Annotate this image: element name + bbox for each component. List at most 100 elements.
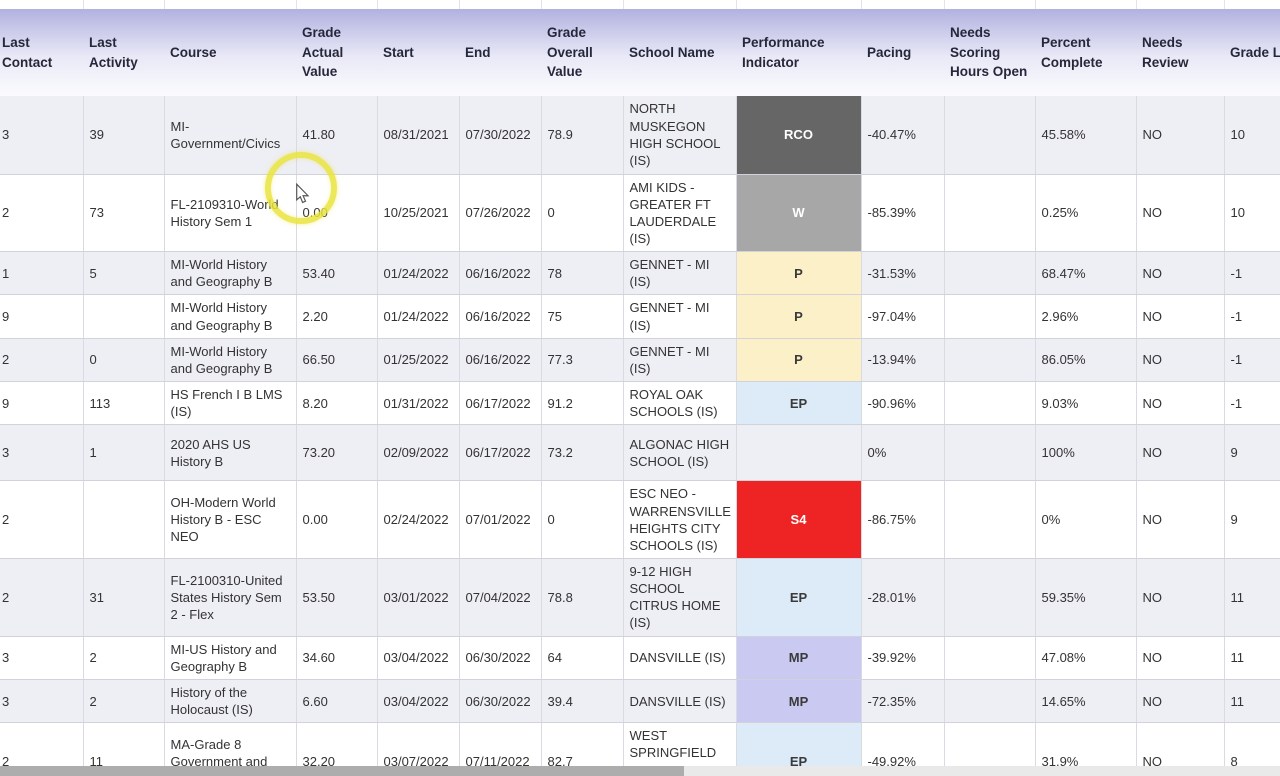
table-row[interactable]: 3 39 MI-Government/Civics 41.80 08/31/2021 07… xyxy=(0,96,1280,175)
cell-grade_overall_value[interactable]: 75 xyxy=(541,294,624,339)
column-header-grade_level[interactable]: Grade Level xyxy=(1224,9,1280,96)
cell-needs_review[interactable]: NO xyxy=(1136,558,1225,637)
cell-school_name[interactable]: ROYAL OAK SCHOOLS (IS) xyxy=(623,381,737,426)
cell-end[interactable]: 06/16/2022 xyxy=(459,338,542,383)
cell-school_name[interactable]: GENNET - MI (IS) xyxy=(623,338,737,383)
cell-percent_complete[interactable]: 100% xyxy=(1035,424,1137,482)
cell-grade_level[interactable]: 11 xyxy=(1224,558,1280,637)
cell-course[interactable]: 2020 AHS US History B xyxy=(164,424,297,482)
cell-pacing[interactable]: -39.92% xyxy=(861,636,945,680)
cell-needs_review[interactable]: NO xyxy=(1136,480,1225,559)
cell-last_contact[interactable]: 1 xyxy=(0,251,84,296)
cell-end[interactable]: 06/30/2022 xyxy=(459,679,542,724)
cell-pacing[interactable]: -28.01% xyxy=(861,558,945,637)
column-header-last_contact[interactable]: Last Contact xyxy=(0,9,83,96)
cell-start[interactable]: 01/25/2022 xyxy=(377,338,460,383)
table-row[interactable]: 3 2 History of the Holocaust (IS) 6.60 03/04… xyxy=(0,679,1280,724)
cell-pacing[interactable]: 0% xyxy=(861,424,945,482)
cell-grade_overall_value[interactable]: 77.3 xyxy=(541,338,624,383)
cell-grade_actual_value[interactable]: 0.00 xyxy=(296,174,378,253)
horizontal-scrollbar-thumb[interactable] xyxy=(0,766,684,776)
table-row[interactable]: 3 2 MI-US History and Geography B 34.60 03/0… xyxy=(0,636,1280,680)
cell-last_activity[interactable]: 73 xyxy=(83,174,165,253)
cell-course[interactable]: FL-2100310-United States History Sem 2 -… xyxy=(164,558,297,637)
cell-percent_complete[interactable]: 0.25% xyxy=(1035,174,1137,253)
cell-percent_complete[interactable]: 47.08% xyxy=(1035,636,1137,680)
cell-pacing[interactable]: -97.04% xyxy=(861,294,945,339)
cell-start[interactable]: 01/24/2022 xyxy=(377,294,460,339)
cell-school_name[interactable]: AMI KIDS - GREATER FT LAUDERDALE (IS) xyxy=(623,174,737,253)
cell-performance_indicator[interactable]: P xyxy=(736,294,862,339)
column-header-needs_scoring_hours_open[interactable]: Needs Scoring Hours Open xyxy=(944,9,1035,96)
cell-grade_actual_value[interactable]: 41.80 xyxy=(296,96,378,175)
cell-performance_indicator[interactable]: EP xyxy=(736,381,862,426)
cell-last_contact[interactable]: 2 xyxy=(0,558,84,637)
cell-performance_indicator[interactable]: MP xyxy=(736,636,862,680)
cell-needs_scoring_hours_open[interactable] xyxy=(944,294,1036,339)
cell-percent_complete[interactable]: 0% xyxy=(1035,480,1137,559)
cell-grade_actual_value[interactable]: 6.60 xyxy=(296,679,378,724)
table-row[interactable]: 2 73 FL-2109310-World History Sem 1 0.00 10/… xyxy=(0,174,1280,253)
cell-needs_review[interactable]: NO xyxy=(1136,381,1225,426)
cell-grade_level[interactable]: -1 xyxy=(1224,381,1280,426)
cell-start[interactable]: 02/09/2022 xyxy=(377,424,460,482)
cell-grade_level[interactable]: 11 xyxy=(1224,636,1280,680)
horizontal-scrollbar[interactable] xyxy=(0,766,1280,776)
cell-pacing[interactable]: -90.96% xyxy=(861,381,945,426)
cell-needs_scoring_hours_open[interactable] xyxy=(944,424,1036,482)
cell-grade_actual_value[interactable]: 66.50 xyxy=(296,338,378,383)
cell-performance_indicator[interactable]: MP xyxy=(736,679,862,724)
cell-grade_overall_value[interactable]: 78.8 xyxy=(541,558,624,637)
cell-course[interactable]: MI-World History and Geography B xyxy=(164,338,297,383)
cell-grade_overall_value[interactable]: 39.4 xyxy=(541,679,624,724)
column-header-pacing[interactable]: Pacing xyxy=(861,9,944,96)
cell-end[interactable]: 06/30/2022 xyxy=(459,636,542,680)
cell-percent_complete[interactable]: 86.05% xyxy=(1035,338,1137,383)
cell-performance_indicator[interactable]: P xyxy=(736,338,862,383)
cell-last_contact[interactable]: 2 xyxy=(0,174,84,253)
cell-last_activity[interactable]: 2 xyxy=(83,679,165,724)
cell-grade_actual_value[interactable]: 53.40 xyxy=(296,251,378,296)
cell-school_name[interactable]: DANSVILLE (IS) xyxy=(623,636,737,680)
cell-end[interactable]: 06/17/2022 xyxy=(459,381,542,426)
table-row[interactable]: 9 113 HS French I B LMS (IS) 8.20 01/31/2022… xyxy=(0,381,1280,426)
cell-last_contact[interactable]: 3 xyxy=(0,96,84,175)
cell-pacing[interactable]: -85.39% xyxy=(861,174,945,253)
cell-last_activity[interactable]: 1 xyxy=(83,424,165,482)
cell-course[interactable]: MI-US History and Geography B xyxy=(164,636,297,680)
cell-grade_overall_value[interactable]: 0 xyxy=(541,480,624,559)
cell-last_activity[interactable]: 39 xyxy=(83,96,165,175)
cell-start[interactable]: 01/31/2022 xyxy=(377,381,460,426)
cell-needs_scoring_hours_open[interactable] xyxy=(944,174,1036,253)
cell-performance_indicator[interactable]: S4 xyxy=(736,480,862,559)
cell-pacing[interactable]: -13.94% xyxy=(861,338,945,383)
cell-last_contact[interactable]: 2 xyxy=(0,338,84,383)
cell-school_name[interactable]: NORTH MUSKEGON HIGH SCHOOL (IS) xyxy=(623,96,737,175)
cell-grade_overall_value[interactable]: 0 xyxy=(541,174,624,253)
column-header-school_name[interactable]: School Name xyxy=(623,9,736,96)
cell-course[interactable]: History of the Holocaust (IS) xyxy=(164,679,297,724)
cell-performance_indicator[interactable]: EP xyxy=(736,558,862,637)
cell-needs_review[interactable]: NO xyxy=(1136,636,1225,680)
cell-grade_level[interactable]: 10 xyxy=(1224,96,1280,175)
cell-needs_review[interactable]: NO xyxy=(1136,294,1225,339)
cell-grade_level[interactable]: -1 xyxy=(1224,294,1280,339)
cell-start[interactable]: 10/25/2021 xyxy=(377,174,460,253)
cell-grade_actual_value[interactable]: 34.60 xyxy=(296,636,378,680)
cell-last_activity[interactable]: 5 xyxy=(83,251,165,296)
cell-last_contact[interactable]: 3 xyxy=(0,679,84,724)
cell-grade_actual_value[interactable]: 2.20 xyxy=(296,294,378,339)
cell-last_contact[interactable]: 3 xyxy=(0,636,84,680)
cell-grade_level[interactable]: -1 xyxy=(1224,338,1280,383)
cell-start[interactable]: 02/24/2022 xyxy=(377,480,460,559)
cell-grade_overall_value[interactable]: 64 xyxy=(541,636,624,680)
cell-last_contact[interactable]: 2 xyxy=(0,480,84,559)
cell-percent_complete[interactable]: 45.58% xyxy=(1035,96,1137,175)
cell-needs_scoring_hours_open[interactable] xyxy=(944,636,1036,680)
cell-grade_overall_value[interactable]: 73.2 xyxy=(541,424,624,482)
column-header-grade_overall_value[interactable]: Grade Overall Value xyxy=(541,9,623,96)
cell-percent_complete[interactable]: 9.03% xyxy=(1035,381,1137,426)
cell-course[interactable]: MI-Government/Civics xyxy=(164,96,297,175)
cell-start[interactable]: 01/24/2022 xyxy=(377,251,460,296)
cell-last_contact[interactable]: 9 xyxy=(0,381,84,426)
